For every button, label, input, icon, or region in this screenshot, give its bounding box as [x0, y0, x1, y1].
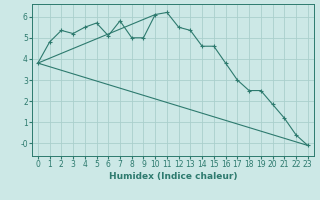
X-axis label: Humidex (Indice chaleur): Humidex (Indice chaleur)	[108, 172, 237, 181]
